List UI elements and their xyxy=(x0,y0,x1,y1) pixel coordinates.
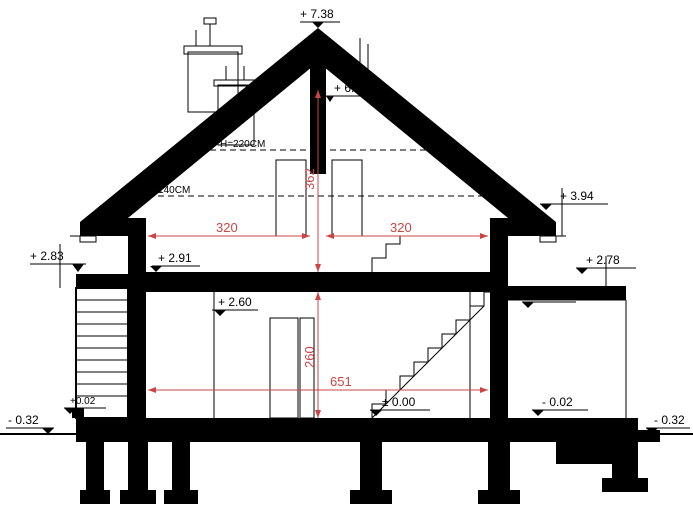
ground-interior xyxy=(214,236,490,418)
elev-right-porch: + 2.78 xyxy=(576,253,636,288)
elev-left-step: +0.02 xyxy=(64,396,106,414)
elev-ridge: + 7.38 xyxy=(300,7,340,28)
svg-text:+ 2.83: + 2.83 xyxy=(30,249,64,263)
attic-door-right xyxy=(332,160,362,236)
floor-slab-ground xyxy=(76,418,636,442)
knee-wall-left xyxy=(128,218,146,274)
knee-wall-right xyxy=(490,218,508,274)
svg-text:651: 651 xyxy=(330,374,352,389)
svg-text:+ 7.38: + 7.38 xyxy=(300,7,334,21)
svg-text:- 0.32: - 0.32 xyxy=(654,413,685,427)
eave-left xyxy=(70,236,96,242)
svg-text:+ 2.60: + 2.60 xyxy=(218,295,252,309)
svg-text:+ 2.63: + 2.63 xyxy=(530,287,564,301)
eave-right xyxy=(540,236,566,242)
wall-right xyxy=(490,290,508,418)
svg-text:- 0.32: - 0.32 xyxy=(8,413,39,427)
floor-slab-upper xyxy=(128,272,508,292)
dim-ground-height: 260 xyxy=(302,292,321,418)
svg-text:320: 320 xyxy=(390,220,412,235)
svg-text:± 0.00: ± 0.00 xyxy=(382,395,416,409)
svg-text:- 0.02: - 0.02 xyxy=(542,395,573,409)
wall-left xyxy=(128,290,146,418)
elev-right-step: - 0.02 xyxy=(532,395,588,416)
svg-text:320: 320 xyxy=(216,220,238,235)
elev-grade-right: - 0.32 xyxy=(646,413,690,434)
label-h140: H=140CM xyxy=(145,185,190,196)
foundations xyxy=(80,442,648,504)
svg-text:362: 362 xyxy=(302,168,317,190)
label-h220: H=220CM xyxy=(220,139,265,150)
section-drawing: H=140CM H=220CM xyxy=(0,0,693,520)
elev-left-porch: + 2.83 xyxy=(30,249,86,276)
svg-text:+0.02: +0.02 xyxy=(70,396,96,407)
svg-text:+ 3.94: + 3.94 xyxy=(560,189,594,203)
dim-attic-right: 320 xyxy=(326,220,488,239)
elev-left-ceiling: + 2.91 xyxy=(150,251,200,272)
svg-text:+ 6.55: + 6.55 xyxy=(334,81,368,95)
svg-text:+ 2.78: + 2.78 xyxy=(586,253,620,267)
elev-door-head: + 2.60 xyxy=(212,295,258,316)
elev-eave: + 3.94 xyxy=(540,188,608,210)
svg-text:+ 2.91: + 2.91 xyxy=(158,251,192,265)
dim-attic-left: 320 xyxy=(148,220,310,239)
svg-text:260: 260 xyxy=(302,346,317,368)
elev-ground-floor: ± 0.00 xyxy=(370,395,430,416)
elev-grade-left: - 0.32 xyxy=(6,413,54,434)
